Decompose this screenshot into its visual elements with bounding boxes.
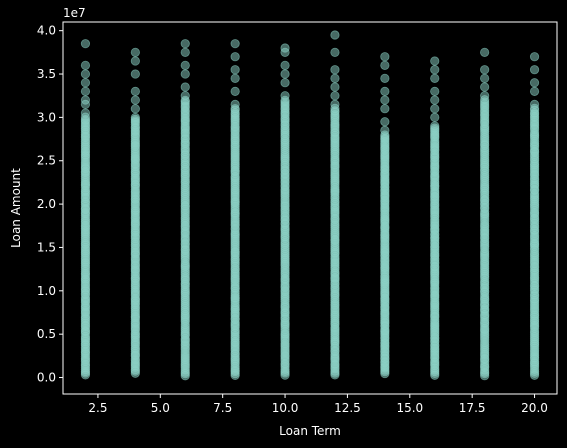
- data-point-outlier: [80, 39, 91, 49]
- data-point-outlier: [480, 82, 490, 92]
- data-point-outlier: [230, 65, 240, 75]
- x-tick-label: 15.0: [396, 401, 423, 415]
- data-point-outlier: [480, 91, 490, 101]
- data-point-outlier: [130, 104, 140, 114]
- y-tick-label: 1.0: [37, 284, 56, 298]
- y-tick-label: 0.5: [37, 327, 56, 341]
- data-point-outlier: [380, 73, 390, 83]
- data-point: [130, 112, 140, 123]
- data-point-outlier: [280, 69, 290, 79]
- y-tick-label: 2.5: [37, 154, 56, 168]
- x-axis-label: Loan Term: [279, 424, 341, 438]
- data-point: [430, 121, 440, 131]
- x-axis-ticks: 2.5 5.0 7.5 10.0 12.5 15.0 17.5 20.0: [88, 394, 548, 415]
- data-point-outlier: [80, 69, 91, 79]
- data-point-outlier: [330, 99, 340, 109]
- data-point-outlier: [380, 117, 390, 127]
- data-point-outlier: [430, 104, 440, 114]
- data-point-outlier: [230, 99, 240, 109]
- data-point-outlier: [480, 73, 490, 83]
- data-point-outlier: [480, 47, 490, 57]
- data-point-outlier: [430, 73, 440, 83]
- data-point-outlier: [80, 108, 91, 118]
- points-layer: [80, 30, 540, 381]
- data-point-outlier: [480, 65, 490, 75]
- data-point-outlier: [280, 78, 290, 88]
- y-axis-label: Loan Amount: [9, 168, 23, 248]
- data-point-outlier: [230, 39, 240, 49]
- data-point-outlier: [380, 60, 390, 70]
- data-point-outlier: [230, 86, 240, 96]
- data-point-outlier: [280, 91, 290, 101]
- data-point-outlier: [529, 99, 540, 109]
- data-point-outlier: [230, 52, 240, 62]
- x-tick-label: 2.5: [88, 401, 107, 415]
- x-tick-label: 10.0: [272, 401, 299, 415]
- x-tick-label: 5.0: [151, 401, 170, 415]
- data-point-outlier: [80, 78, 91, 88]
- data-point-outlier: [330, 65, 340, 75]
- data-point-outlier: [529, 65, 540, 75]
- data-point-outlier: [330, 73, 340, 83]
- data-point-outlier: [230, 73, 240, 83]
- x-tick-label: 7.5: [213, 401, 232, 415]
- data-point-outlier: [330, 82, 340, 92]
- x-tick-label: 20.0: [521, 401, 548, 415]
- data-point-outlier: [330, 30, 340, 40]
- x-tick-label: 12.5: [334, 401, 361, 415]
- data-point-outlier: [529, 86, 540, 96]
- data-point-outlier: [330, 47, 340, 57]
- data-point-outlier: [180, 39, 190, 49]
- data-point-outlier: [180, 47, 190, 57]
- data-point-outlier: [80, 60, 91, 70]
- data-point-outlier: [330, 91, 340, 101]
- data-point-outlier: [380, 95, 390, 105]
- data-point-outlier: [280, 60, 290, 70]
- data-point-outlier: [130, 95, 140, 105]
- data-point-outlier: [80, 95, 91, 105]
- y-tick-label: 1.5: [37, 240, 56, 254]
- y-tick-label: 4.0: [37, 24, 56, 38]
- data-point-outlier: [280, 43, 290, 53]
- data-point-outlier: [430, 86, 440, 96]
- data-point-outlier: [130, 86, 140, 96]
- x-tick-label: 17.5: [459, 401, 486, 415]
- data-point-outlier: [430, 56, 440, 66]
- y-tick-label: 3.5: [37, 67, 56, 81]
- data-point-outlier: [430, 95, 440, 105]
- data-point-outlier: [430, 65, 440, 75]
- data-point-outlier: [130, 69, 140, 79]
- data-point-outlier: [180, 91, 190, 101]
- data-point-outlier: [529, 52, 540, 62]
- data-point-outlier: [380, 86, 390, 96]
- y-axis-ticks: 0.0 0.5 1.0 1.5 2.0 2.5 3.0 3.5 4.0: [37, 24, 63, 385]
- y-offset-label: 1e7: [63, 6, 86, 20]
- y-tick-label: 3.0: [37, 110, 56, 124]
- data-point-outlier: [130, 47, 140, 57]
- y-tick-label: 2.0: [37, 197, 56, 211]
- data-point-outlier: [380, 125, 390, 135]
- data-point-outlier: [80, 86, 91, 96]
- data-point-outlier: [130, 56, 140, 66]
- data-point-outlier: [430, 112, 440, 122]
- data-point-outlier: [380, 52, 390, 62]
- data-point-outlier: [529, 78, 540, 88]
- data-point-outlier: [180, 69, 190, 79]
- y-tick-label: 0.0: [37, 371, 56, 385]
- data-point-outlier: [380, 104, 390, 114]
- data-point-outlier: [180, 82, 190, 92]
- data-point-outlier: [180, 60, 190, 70]
- axes-frame: [62, 21, 558, 395]
